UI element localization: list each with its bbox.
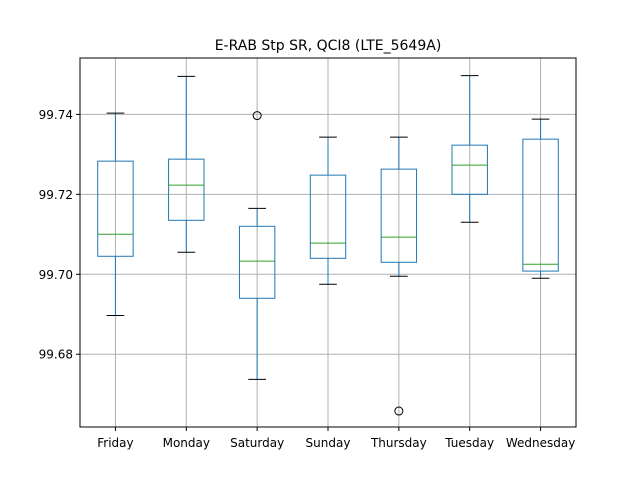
x-axis: Friday Monday Saturday Sunday Thursday Tuesda…	[97, 427, 575, 450]
box-sunday	[309, 136, 347, 285]
x-tick-label: Monday	[163, 436, 210, 450]
box-saturday	[238, 111, 276, 380]
x-tick-label: Sunday	[306, 436, 351, 450]
x-tick-label: Friday	[97, 436, 133, 450]
box-iqr	[97, 160, 134, 257]
box-iqr	[451, 144, 488, 195]
y-tick-label: 99.74	[39, 108, 73, 122]
box-wednesday	[522, 118, 559, 279]
box-friday	[97, 112, 134, 316]
box-iqr	[238, 225, 276, 299]
box-tuesday	[451, 75, 488, 223]
x-tick-label: Saturday	[230, 436, 284, 450]
box-series	[97, 75, 559, 416]
x-tick-label: Thursday	[370, 436, 427, 450]
y-tick-label: 99.68	[39, 348, 73, 362]
box-monday	[168, 75, 205, 253]
chart-title: E-RAB Stp SR, QCI8 (LTE_5649A)	[215, 38, 442, 54]
grid-lines	[80, 58, 576, 427]
box-iqr	[168, 158, 205, 221]
box-thursday	[380, 136, 418, 416]
y-tick-label: 99.70	[39, 268, 73, 282]
box-iqr	[380, 168, 418, 263]
box-iqr	[522, 138, 559, 272]
y-tick-label: 99.72	[39, 188, 73, 202]
outlier-point	[252, 111, 262, 121]
outlier-point	[394, 406, 404, 416]
y-axis: 99.68 99.70 99.72 99.74	[39, 108, 80, 362]
box-iqr	[309, 174, 347, 259]
x-tick-label: Tuesday	[444, 436, 494, 450]
x-tick-label: Wednesday	[506, 436, 575, 450]
